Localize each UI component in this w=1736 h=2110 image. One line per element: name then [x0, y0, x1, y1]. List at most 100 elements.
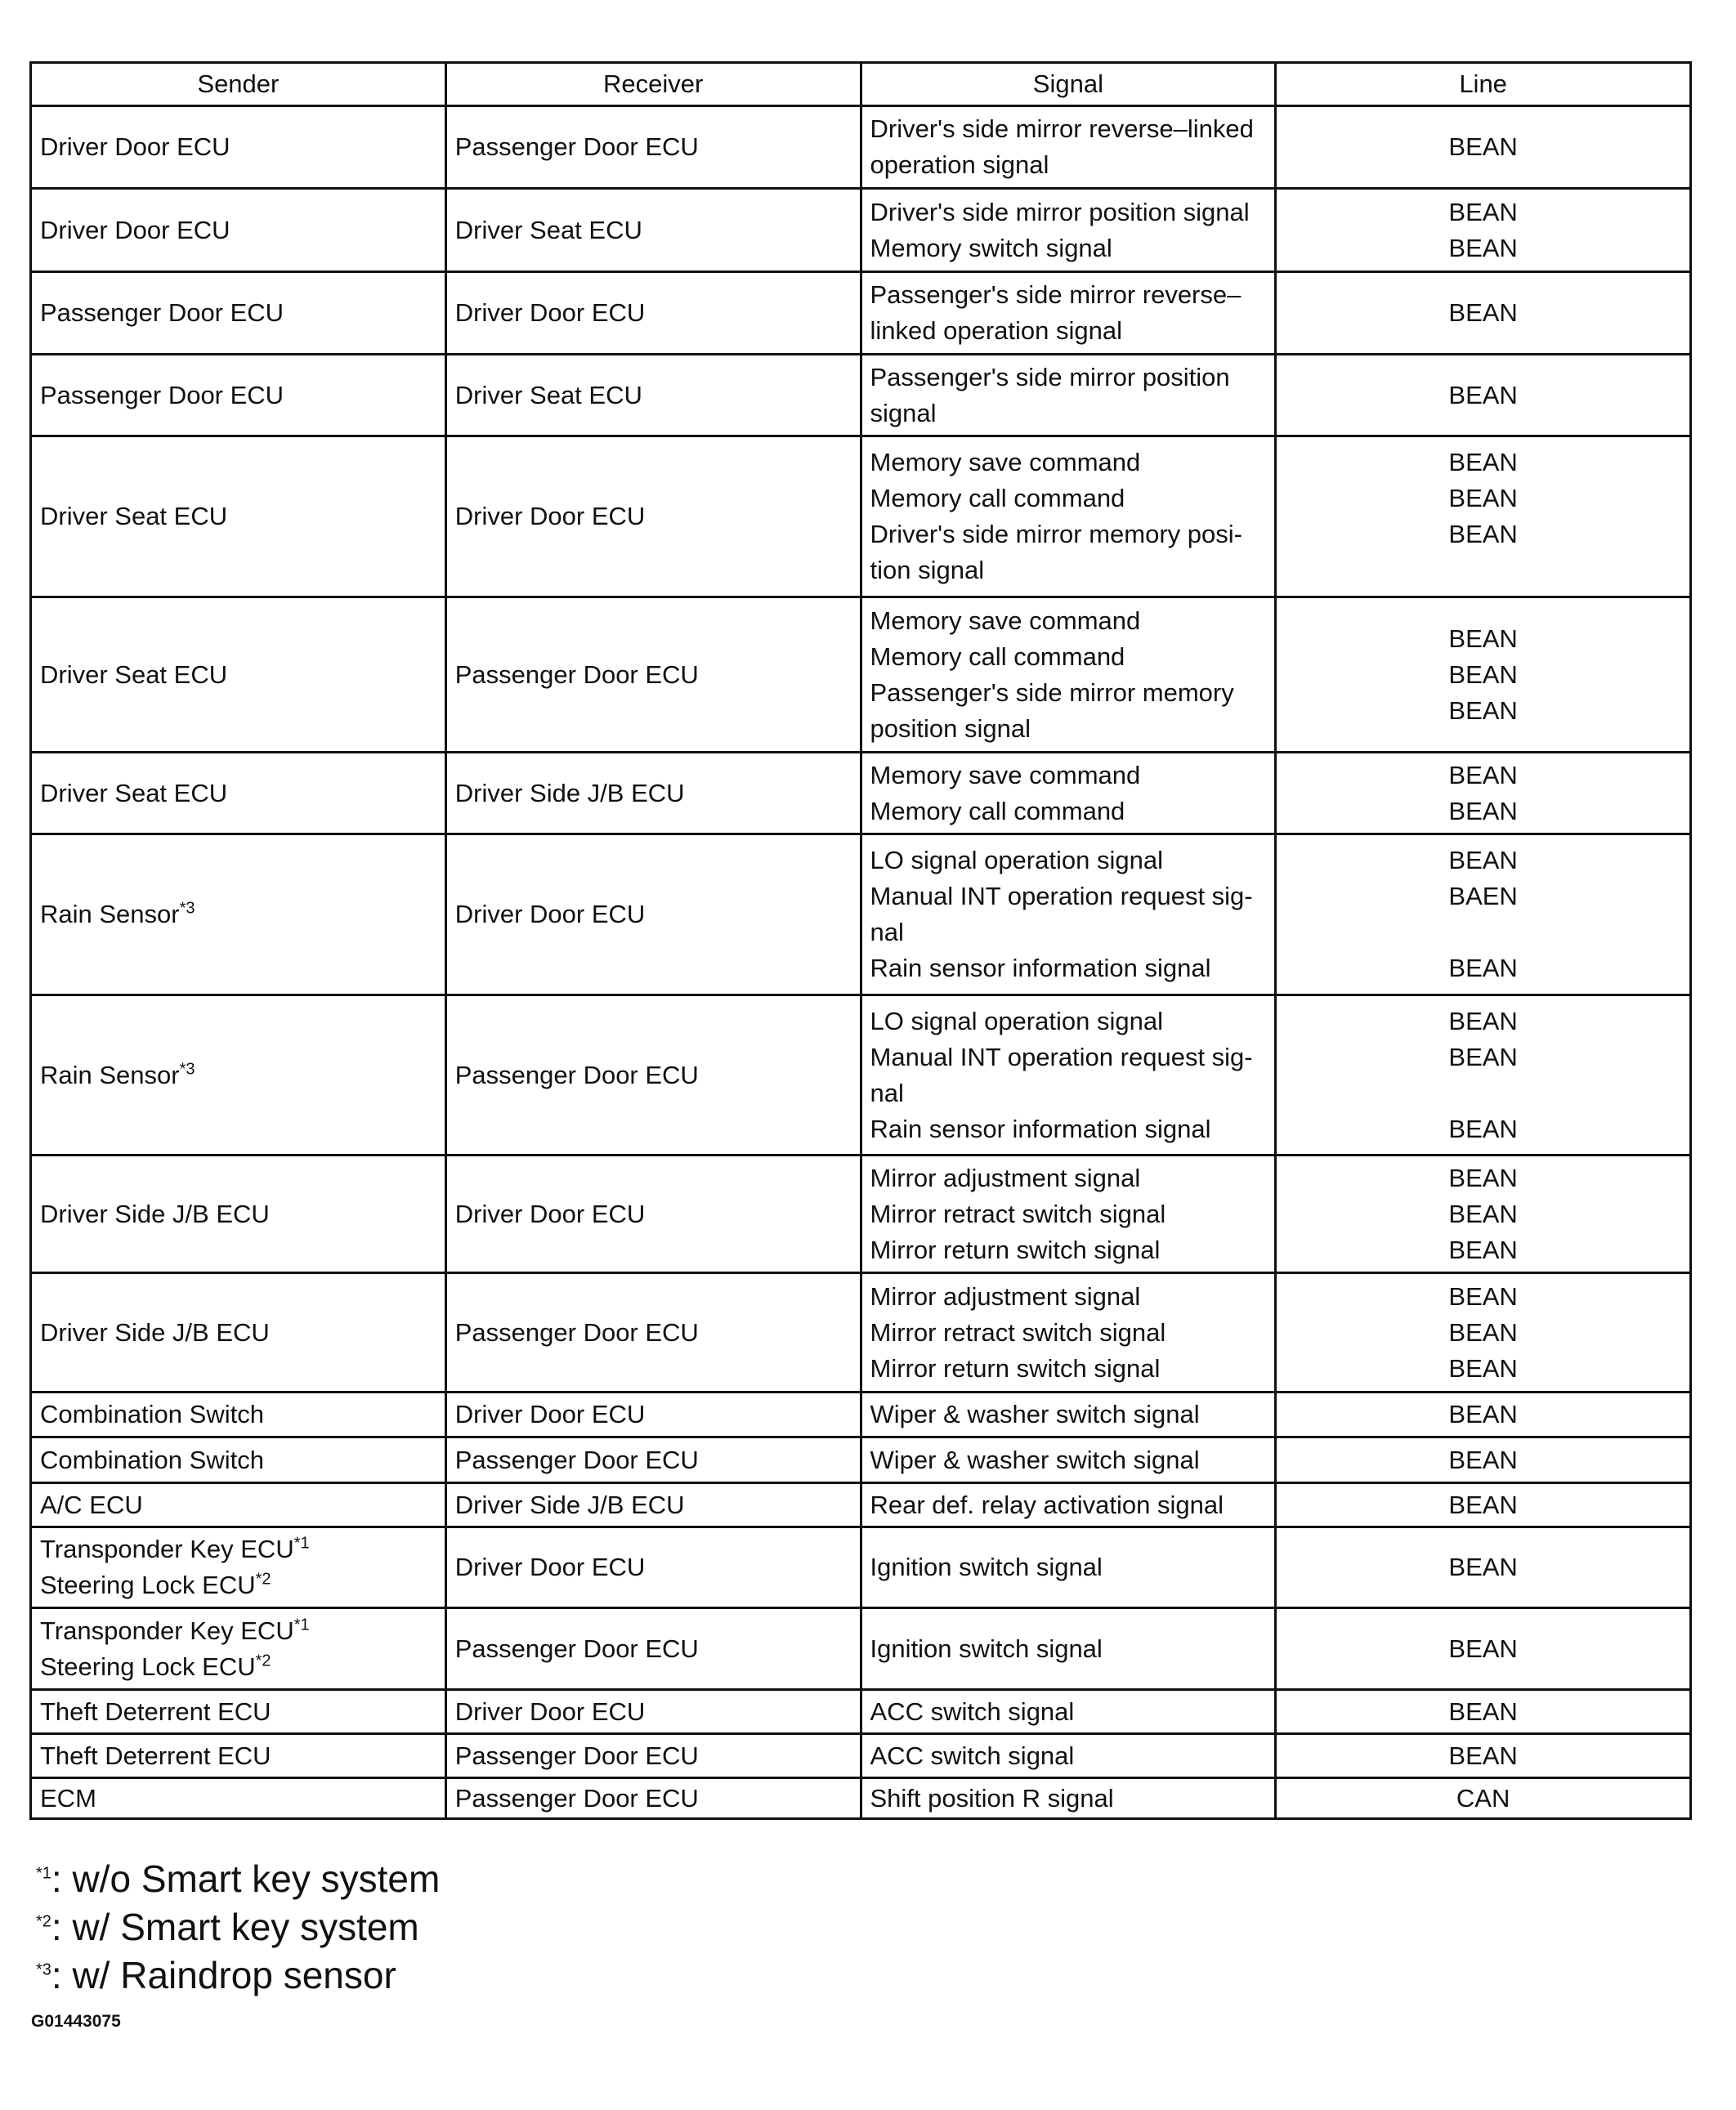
sender-line: Combination Switch — [40, 1397, 436, 1433]
line-value: BEAN — [1448, 1006, 1518, 1035]
sender-cell: Rain Sensor*3 — [29, 833, 447, 996]
footnote-text: : w/ Smart key system — [51, 1906, 419, 1948]
receiver-cell: Passenger Door ECU — [444, 596, 862, 753]
sender-line: Driver Door ECU — [40, 212, 436, 248]
table-row: Theft Deterrent ECU Passenger Door ECU ACC… — [29, 1732, 1692, 1779]
sender-line: Transponder Key ECU*1 — [40, 1613, 436, 1649]
footnote-text: : w/ Raindrop sensor — [51, 1954, 396, 1996]
header-row: Sender Receiver Signal Line — [29, 61, 1692, 107]
sender-name: Transponder Key ECU — [40, 1616, 294, 1645]
table-row: Passenger Door ECU Driver Door ECU Passeng… — [29, 270, 1692, 355]
receiver-cell: Driver Door ECU — [444, 1154, 862, 1274]
table-row: Transponder Key ECU*1 Steering Lock ECU*2… — [29, 1526, 1692, 1609]
sender-name: Transponder Key ECU — [40, 1535, 294, 1563]
signal-cell: Passenger's side mirror position signal — [859, 353, 1277, 437]
table-row: Theft Deterrent ECU Driver Door ECU ACC sw… — [29, 1688, 1692, 1735]
sender-name: ECM — [40, 1783, 96, 1813]
footnote-mark: *3 — [179, 1060, 195, 1079]
line-value: BAEN — [1448, 882, 1518, 910]
footnote-mark: *1 — [36, 1864, 51, 1883]
sender-line: Driver Seat ECU — [40, 498, 436, 534]
table-row: Combination Switch Passenger Door ECU Wipe… — [29, 1436, 1692, 1484]
table-row: Rain Sensor*3 Passenger Door ECU LO signal… — [29, 994, 1692, 1156]
signal-cell: Ignition switch signal — [859, 1526, 1277, 1609]
sender-line: Transponder Key ECU*1 — [40, 1531, 436, 1567]
signal-line: LO signal operation signal — [870, 846, 1163, 874]
sender-line: Passenger Door ECU — [40, 378, 436, 414]
sender-cell: Passenger Door ECU — [29, 270, 447, 355]
line-value: BEAN — [1448, 1741, 1518, 1770]
sender-line: Driver Door ECU — [40, 129, 436, 165]
sender-name: Driver Seat ECU — [40, 502, 228, 530]
line-value: BEAN — [1448, 624, 1518, 653]
signal-line: Memory save command — [870, 760, 1141, 789]
line-cell: BEAN — [1274, 1391, 1692, 1438]
sender-line: ECM — [40, 1781, 436, 1817]
signal-cell: Driver's side mirror reverse–linked opera… — [859, 105, 1277, 190]
signal-line: ACC switch signal — [870, 1741, 1075, 1770]
line-cell: BEAN BEAN BEAN — [1274, 1154, 1692, 1274]
signal-line: Driver's side mirror memory posi- — [870, 520, 1242, 548]
receiver-cell: Passenger Door ECU — [444, 1777, 862, 1820]
line-value: BEAN — [1448, 954, 1518, 982]
line-cell: BEAN BEAN — [1274, 751, 1692, 835]
table-row: Passenger Door ECU Driver Seat ECU Passeng… — [29, 353, 1692, 437]
footnote-mark: *1 — [293, 1616, 310, 1634]
receiver-cell: Driver Seat ECU — [444, 353, 862, 437]
receiver-cell: Passenger Door ECU — [444, 1607, 862, 1691]
line-cell: BEAN — [1274, 105, 1692, 190]
signal-line: Rear def. relay activation signal — [870, 1490, 1224, 1519]
line-cell: BEAN BAEN BEAN — [1274, 833, 1692, 996]
receiver-cell: Driver Side J/B ECU — [444, 1482, 862, 1528]
signal-line: Ignition switch signal — [870, 1634, 1103, 1663]
figure-code: G01443075 — [31, 2012, 121, 2031]
receiver-cell: Driver Door ECU — [444, 833, 862, 996]
table-row: Driver Side J/B ECU Passenger Door ECU Mir… — [29, 1272, 1692, 1393]
signal-line: Mirror retract switch signal — [870, 1317, 1166, 1347]
signal-line: nal — [870, 918, 904, 946]
sender-name: Rain Sensor — [40, 900, 180, 928]
sender-line: Theft Deterrent ECU — [40, 1738, 436, 1774]
line-value: BEAN — [1448, 1281, 1518, 1311]
receiver-cell: Passenger Door ECU — [444, 1732, 862, 1779]
line-value — [1285, 1075, 1681, 1111]
header-sender: Sender — [29, 61, 447, 107]
footnote-mark: *3 — [36, 1960, 51, 1979]
sender-name: Theft Deterrent ECU — [40, 1696, 271, 1726]
sender-name: Passenger Door ECU — [40, 298, 284, 327]
line-cell: BEAN — [1274, 1607, 1692, 1691]
sender-name: Driver Side J/B ECU — [40, 1317, 270, 1347]
signal-line: Passenger's side mirror position — [870, 362, 1230, 391]
footnote-mark: *2 — [36, 1912, 51, 1931]
table-row: A/C ECU Driver Side J/B ECU Rear def. rela… — [29, 1482, 1692, 1528]
signal-line: nal — [870, 1078, 904, 1107]
signal-line: Shift position R signal — [870, 1783, 1114, 1813]
sender-name: Steering Lock ECU — [40, 1571, 256, 1599]
footnote-mark: *2 — [255, 1652, 271, 1670]
sender-name: Steering Lock ECU — [40, 1652, 256, 1681]
sender-name: Rain Sensor — [40, 1060, 180, 1089]
header-signal: Signal — [859, 61, 1277, 107]
line-value: BEAN — [1448, 380, 1518, 409]
signal-cell: Mirror adjustment signal Mirror retract s… — [859, 1154, 1277, 1274]
signal-cell: Mirror adjustment signal Mirror retract s… — [859, 1272, 1277, 1393]
sender-name: Driver Seat ECU — [40, 778, 228, 807]
signal-cell: Memory save command Memory call command — [859, 751, 1277, 835]
line-value: BEAN — [1448, 760, 1518, 789]
line-value: BEAN — [1448, 846, 1518, 874]
signal-line: Manual INT operation request sig- — [870, 882, 1253, 910]
line-cell: BEAN BEAN BEAN — [1274, 435, 1692, 598]
table-row: Driver Seat ECU Passenger Door ECU Memory … — [29, 596, 1692, 753]
signal-line: position signal — [870, 713, 1031, 743]
sender-cell: Passenger Door ECU — [29, 353, 447, 437]
signal-line: Memory switch signal — [870, 233, 1112, 262]
signal-cell: Wiper & washer switch signal — [859, 1436, 1277, 1484]
signal-cell: Wiper & washer switch signal — [859, 1391, 1277, 1438]
footnote: *3: w/ Raindrop sensor — [36, 1951, 440, 2000]
receiver-cell: Driver Seat ECU — [444, 187, 862, 273]
sender-name: Theft Deterrent ECU — [40, 1741, 271, 1770]
line-cell: BEAN — [1274, 1688, 1692, 1735]
signal-cell: LO signal operation signal Manual INT ope… — [859, 833, 1277, 996]
header-line: Line — [1274, 61, 1692, 107]
sender-cell: Combination Switch — [29, 1436, 447, 1484]
